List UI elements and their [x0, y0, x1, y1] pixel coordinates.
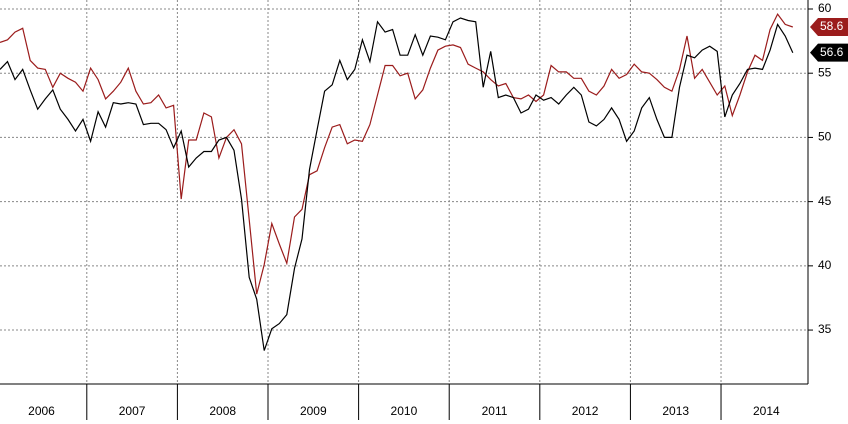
- y-tick-label: 45: [818, 194, 832, 208]
- x-tick-label: 2006: [28, 404, 55, 418]
- last-value-box: [810, 17, 848, 36]
- x-tick-label: 2008: [209, 404, 236, 418]
- x-tick-label: 2012: [572, 404, 599, 418]
- y-tick-label: 35: [818, 322, 832, 336]
- line-series: [0, 12, 793, 295]
- x-tick-label: 2009: [300, 404, 327, 418]
- x-tick-label: 2013: [662, 404, 689, 418]
- y-tick-label: 50: [818, 130, 832, 144]
- last-value-box: [810, 43, 848, 62]
- last-value-label: 56.6: [820, 45, 844, 59]
- x-tick-label: 2007: [119, 404, 146, 418]
- y-tick-label: 60: [818, 1, 832, 15]
- x-tick-label: 2014: [753, 404, 780, 418]
- last-value-label: 58.6: [820, 19, 844, 33]
- y-tick-label: 40: [818, 258, 832, 272]
- x-tick-label: 2010: [391, 404, 418, 418]
- x-tick-label: 2011: [482, 404, 508, 418]
- y-tick-label: 55: [818, 65, 832, 79]
- line-series: [0, 17, 794, 351]
